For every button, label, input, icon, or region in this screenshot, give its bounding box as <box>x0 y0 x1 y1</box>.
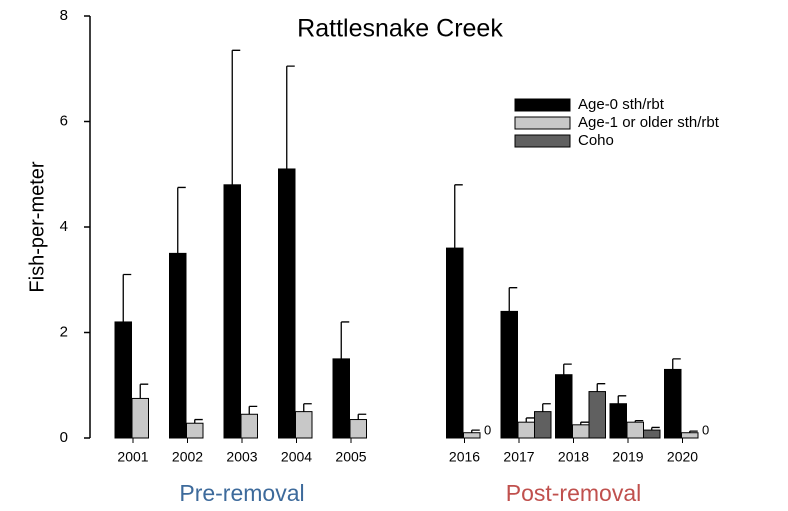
x-tick-label: 2020 <box>667 449 698 465</box>
x-tick-label: 2017 <box>503 449 534 465</box>
bar <box>332 358 350 439</box>
bar <box>500 310 518 439</box>
error-bar <box>454 184 463 249</box>
bar <box>446 247 464 439</box>
error-bar <box>542 403 551 412</box>
x-tick-label: 2018 <box>558 449 589 465</box>
bar <box>223 184 241 439</box>
error-bar <box>303 403 312 412</box>
error-bar <box>508 287 518 312</box>
x-tick-label: 2005 <box>335 449 366 465</box>
y-tick-label: 8 <box>60 7 68 24</box>
bar <box>681 432 699 439</box>
x-tick-label: 2016 <box>449 449 480 465</box>
bar <box>295 411 313 439</box>
error-bar <box>340 321 350 359</box>
error-bar <box>596 383 606 392</box>
error-bar <box>563 363 572 375</box>
bar <box>169 252 187 439</box>
bar <box>534 411 552 439</box>
legend-label: Coho <box>578 132 614 149</box>
x-tick-label: 2019 <box>612 449 643 465</box>
x-tick-label: 2002 <box>172 449 203 465</box>
value-label: 0 <box>484 422 491 437</box>
bar <box>517 421 535 439</box>
bar <box>349 419 367 439</box>
bar <box>588 391 606 439</box>
x-tick-label: 2003 <box>226 449 257 465</box>
bar <box>609 403 627 439</box>
y-tick-label: 0 <box>60 429 68 446</box>
x-tick-label: 2001 <box>117 449 148 465</box>
y-tick-label: 2 <box>60 323 68 340</box>
bar <box>626 421 644 439</box>
bar <box>664 368 682 439</box>
error-bar <box>248 405 258 415</box>
bar <box>463 432 481 439</box>
bar <box>572 424 590 439</box>
error-bar <box>194 418 203 424</box>
annotation: Post-removal <box>506 480 641 506</box>
y-tick-label: 4 <box>60 218 68 235</box>
bar <box>555 374 573 439</box>
legend-swatch <box>514 134 571 148</box>
y-axis-label: Fish-per-meter <box>26 161 48 292</box>
x-tick-label: 2004 <box>281 449 312 465</box>
legend-label: Age-0 sth/rbt <box>578 96 665 113</box>
chart-title: Rattlesnake Creek <box>297 15 503 43</box>
legend-swatch <box>514 98 571 112</box>
bar <box>240 413 258 439</box>
legend-swatch <box>514 116 571 130</box>
legend-label: Age-1 or older sth/rbt <box>578 114 720 131</box>
error-bar <box>525 417 535 423</box>
value-label: 0 <box>702 422 709 437</box>
y-tick-label: 6 <box>60 112 68 129</box>
bar <box>131 397 149 439</box>
error-bar <box>286 65 295 169</box>
error-bar <box>672 358 681 370</box>
bar <box>278 168 296 439</box>
error-bar <box>231 49 241 185</box>
error-bar <box>139 383 149 399</box>
error-bar <box>617 395 627 404</box>
error-bar <box>177 186 186 254</box>
error-bar <box>357 413 367 420</box>
annotation: Pre-removal <box>179 480 304 506</box>
bar <box>114 321 132 439</box>
error-bar <box>122 273 132 322</box>
bar <box>186 422 204 439</box>
bar <box>643 429 661 439</box>
